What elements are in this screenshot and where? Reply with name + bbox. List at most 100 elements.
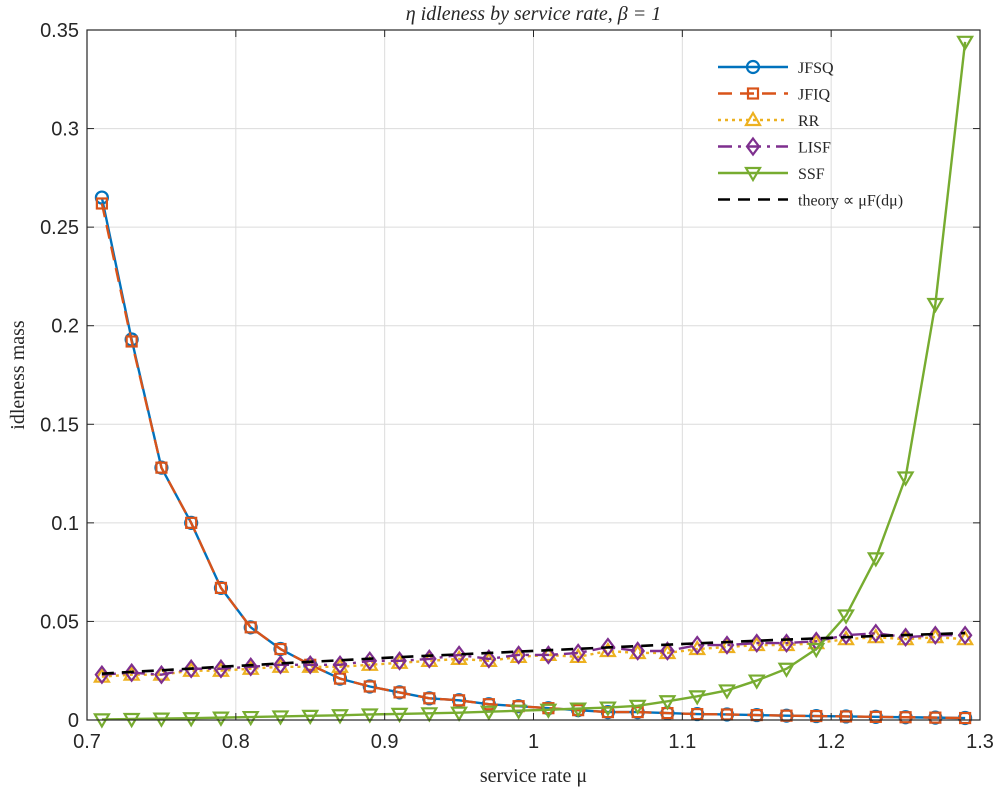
data-point <box>807 642 826 659</box>
data-point <box>271 710 290 726</box>
chart-title: η idleness by service rate, β = 1 <box>406 3 662 25</box>
data-point <box>747 674 766 690</box>
data-point <box>183 658 199 679</box>
x-tick-label: 1.1 <box>668 731 696 753</box>
data-point <box>509 704 528 720</box>
data-point <box>451 645 467 665</box>
legend-label: JFSQ <box>798 60 834 77</box>
data-point <box>155 461 168 474</box>
x-tick-label: 0.7 <box>73 731 101 753</box>
data-point <box>185 516 198 529</box>
data-point <box>212 711 230 727</box>
legend-marker <box>745 59 761 75</box>
y-tick-label: 0.25 <box>40 217 79 239</box>
data-point <box>929 711 942 724</box>
data-point <box>154 664 169 685</box>
data-point <box>331 709 349 725</box>
legend-marker <box>746 87 760 100</box>
x-axis-label: service rate μ <box>480 765 587 787</box>
data-point <box>452 694 466 707</box>
series-line <box>101 631 966 675</box>
grid-lines <box>87 30 980 720</box>
data-point <box>569 702 588 718</box>
series-4 <box>92 35 975 729</box>
x-tick-label: 1.2 <box>817 731 845 753</box>
legend-marker <box>745 136 761 157</box>
data-point <box>450 706 468 722</box>
legend-marker <box>744 166 762 183</box>
data-point <box>899 711 912 724</box>
data-point <box>479 705 498 721</box>
data-point <box>777 662 796 678</box>
data-point <box>182 712 201 728</box>
data-point <box>423 692 436 705</box>
data-point <box>959 711 972 725</box>
data-point <box>658 695 677 711</box>
data-point <box>718 684 736 700</box>
data-point <box>541 645 556 665</box>
data-point <box>631 706 644 719</box>
data-point <box>838 625 854 646</box>
data-point <box>956 35 975 52</box>
data-point <box>390 707 409 724</box>
y-axis-label: idleness mass <box>7 320 29 430</box>
data-point <box>630 641 646 661</box>
data-point <box>570 643 586 663</box>
y-tick-label: 0.35 <box>40 20 79 42</box>
data-point <box>599 701 617 717</box>
legend: JFSQ JFIQ RR LISF SSF theory ∝ μF(dμ) <box>718 59 903 210</box>
x-tick-label: 0.9 <box>371 731 399 753</box>
data-point <box>393 686 406 699</box>
data-point <box>691 707 704 721</box>
data-point <box>780 709 793 722</box>
data-point <box>420 707 439 723</box>
data-point <box>600 637 616 657</box>
legend-label: theory ∝ μF(dμ) <box>798 193 903 210</box>
x-tick-label: 1 <box>528 731 539 753</box>
data-point <box>927 625 943 646</box>
data-point <box>241 710 260 727</box>
legend-label: RR <box>798 113 820 130</box>
data-point <box>660 641 675 661</box>
data-point <box>125 335 138 348</box>
legend-label: JFIQ <box>798 87 830 104</box>
data-point <box>482 698 495 711</box>
data-point <box>95 197 108 210</box>
data-point <box>360 708 379 724</box>
data-point <box>363 680 376 693</box>
x-tick-label: 0.8 <box>222 731 250 753</box>
data-point <box>244 621 257 634</box>
data-point <box>869 710 882 723</box>
y-tick-label: 0.05 <box>40 611 79 633</box>
data-point <box>301 709 320 726</box>
data-point <box>866 552 885 568</box>
y-tick-label: 0.3 <box>51 119 79 141</box>
legend-label: LISF <box>798 140 831 157</box>
data-point <box>896 471 915 487</box>
data-point <box>810 709 823 723</box>
legend-marker <box>744 110 762 127</box>
data-point <box>839 710 853 723</box>
data-point <box>688 690 707 706</box>
data-point <box>332 654 348 675</box>
data-point <box>837 609 855 625</box>
data-point <box>214 581 228 595</box>
data-point <box>274 642 287 656</box>
legend-label: SSF <box>798 166 825 183</box>
y-tick-label: 0.15 <box>40 414 79 436</box>
y-tick-label: 0.2 <box>51 316 79 338</box>
data-point <box>926 297 945 314</box>
data-point <box>628 699 647 715</box>
data-point <box>539 703 558 719</box>
data-point <box>481 649 497 669</box>
x-tick-label: 1.3 <box>966 731 994 753</box>
series-5 <box>101 631 966 675</box>
series-layer <box>92 35 975 729</box>
data-point <box>124 662 140 683</box>
y-tick-label: 0.1 <box>51 513 79 535</box>
data-point <box>94 664 110 685</box>
y-tick-label: 0 <box>68 710 79 732</box>
data-point <box>868 623 884 644</box>
